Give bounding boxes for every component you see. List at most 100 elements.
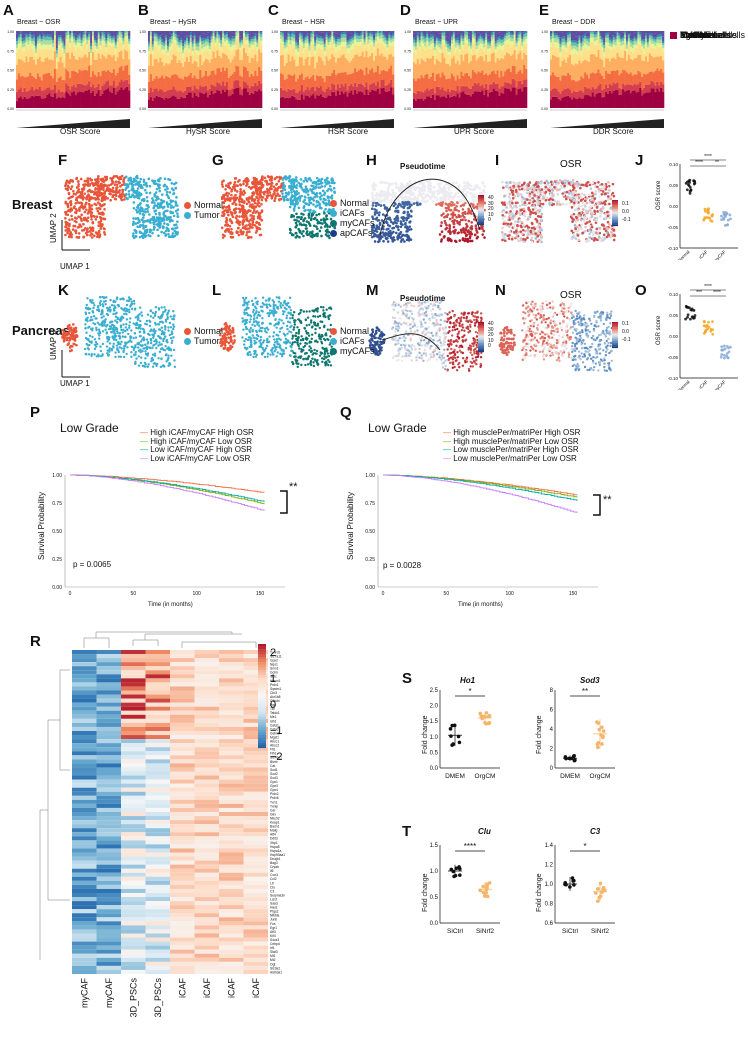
umap-point [111,189,115,193]
stacked-segment [168,39,172,43]
umap-point [164,229,168,233]
stacked-segment [304,43,307,49]
stacked-segment [235,88,238,108]
umap-point [66,184,70,188]
stacked-segment [246,39,249,45]
stacked-segment [378,33,381,37]
stacked-segment [304,31,307,32]
stacked-segment [172,95,175,108]
stacked-segment [603,45,606,49]
stacked-segment [390,39,393,43]
umap-point [297,220,301,223]
stacked-segment [441,43,444,53]
stacked-segment [337,57,340,74]
stacked-segment [210,47,213,59]
umap-point [151,231,154,235]
stacked-segment [479,31,482,35]
umap-point [148,184,152,188]
umap-point [286,192,289,196]
umap-point [74,229,77,233]
umap-point [74,198,78,202]
stacked-segment [42,90,45,99]
umap-point [275,183,278,186]
umap-point [235,214,239,218]
stacked-segment [335,44,338,48]
stacked-segment [227,31,230,37]
stacked-segment [342,54,345,73]
stacked-segment [607,58,610,74]
stacked-segment [458,31,461,38]
stacked-segment [93,95,97,108]
umap-point [295,186,298,190]
umap-point [138,212,142,215]
umap-point [99,227,102,230]
stacked-segment [71,41,74,53]
stacked-segment [456,31,459,34]
stacked-segment [46,44,49,49]
stacked-segment [477,38,480,42]
stacked-segment [382,87,385,108]
stacked-segment [439,41,442,45]
stacked-segment [122,59,125,71]
stacked-segment [312,86,315,95]
stacked-segment [422,92,425,101]
stacked-segment [331,32,334,37]
umap-point [145,184,149,188]
stacked-segment [626,31,629,37]
stacked-segment [456,40,459,43]
stacked-segment [576,47,579,52]
stacked-segment [244,88,248,108]
stacked-segment [331,83,334,92]
stacked-segment [586,31,589,33]
stacked-segment [433,41,437,44]
stacked-segment [50,75,53,91]
umap-point [99,225,103,228]
stacked-segment [195,54,198,63]
umap-point [294,178,298,182]
stacked-segment [599,73,602,84]
umap-point [69,203,73,207]
umap-point [305,227,308,230]
stacked-segment [498,59,501,78]
umap-point [236,184,239,188]
umap-point [324,207,327,211]
stacked-segment [201,48,204,55]
stacked-segment [189,86,192,93]
stacked-segment [318,31,321,32]
umap-point [318,186,322,189]
umap-point [68,201,72,204]
stacked-segment [193,60,196,76]
stacked-segment [346,90,349,97]
stacked-segment [650,31,653,34]
stacked-segment [626,44,629,49]
stacked-segment [375,41,378,45]
stacked-segment [325,75,328,89]
stacked-segment [344,92,347,108]
stacked-segment [567,72,570,89]
stacked-segment [335,95,338,108]
stacked-segment [293,88,296,97]
stacked-segment [591,31,594,35]
stacked-segment [300,31,304,34]
umap-point [303,195,307,199]
stacked-segment [168,37,172,40]
stacked-segment [244,32,248,35]
stacked-segment [44,58,47,74]
stacked-segment [186,31,189,36]
stacked-segment [413,33,416,38]
stacked-segment [574,42,577,46]
stacked-segment [496,31,499,34]
stacked-segment [582,31,585,36]
stacked-segment [312,31,315,35]
umap-point [142,221,145,224]
stacked-segment [483,94,486,108]
stacked-segment [63,80,66,93]
stacked-segment [239,39,242,42]
stacked-segment [603,42,606,46]
stacked-segment [646,51,650,62]
stacked-segment [475,45,478,50]
stacked-segment [184,40,187,42]
stacked-segment [357,91,361,108]
stacked-segment [416,78,419,91]
umap-point [279,189,283,193]
